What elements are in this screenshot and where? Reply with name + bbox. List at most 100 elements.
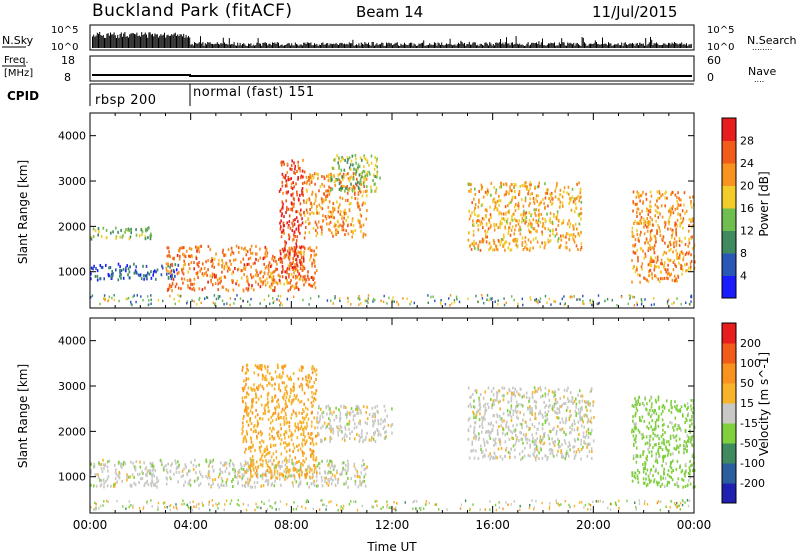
- power-echo-pixel: [103, 294, 106, 297]
- velocity-echo-pixel: [362, 459, 364, 463]
- velocity-echo-pixel: [543, 441, 546, 445]
- velocity-echo-pixel: [293, 477, 296, 481]
- nsky-bar: [465, 45, 467, 48]
- velocity-echo-pixel: [242, 440, 245, 444]
- power-echo-pixel: [499, 210, 501, 214]
- power-echo-pixel: [692, 219, 694, 223]
- velocity-echo-pixel: [343, 482, 345, 486]
- velocity-echo-pixel: [280, 416, 282, 419]
- nsky-bar: [507, 43, 509, 48]
- velocity-echo-pixel: [298, 443, 300, 447]
- velocity-echo-pixel: [107, 469, 109, 473]
- nsky-bar: [173, 33, 175, 48]
- velocity-echo-pixel: [342, 468, 344, 472]
- velocity-echo-pixel: [129, 484, 132, 488]
- power-echo-pixel: [280, 225, 282, 229]
- nsky-bar: [690, 43, 692, 48]
- power-echo-pixel: [649, 233, 652, 236]
- power-echo-pixel: [578, 199, 581, 203]
- nsky-bar: [375, 44, 377, 48]
- power-echo-pixel: [291, 229, 294, 233]
- power-colorbar-swatch: [722, 163, 736, 186]
- nsky-bar: [372, 42, 374, 48]
- velocity-echo-pixel: [475, 437, 477, 441]
- velocity-echo-pixel: [237, 470, 239, 474]
- power-echo-pixel: [260, 280, 262, 284]
- velocity-echo-pixel: [585, 405, 587, 409]
- power-echo-pixel: [351, 188, 354, 191]
- nsky-bar: [404, 42, 405, 48]
- velocity-echo-pixel: [308, 374, 311, 378]
- velocity-echo-pixel: [99, 478, 101, 482]
- power-echo-pixel: [292, 205, 295, 209]
- power-echo-pixel: [360, 229, 362, 233]
- power-echo-pixel: [339, 172, 341, 176]
- power-echo-pixel: [685, 251, 688, 255]
- power-echo-pixel: [120, 228, 122, 232]
- power-echo-pixel: [129, 276, 131, 280]
- velocity-echo-pixel: [90, 483, 92, 487]
- power-echo-pixel: [577, 213, 580, 217]
- velocity-echo-pixel: [334, 474, 336, 478]
- velocity-echo-pixel: [122, 463, 125, 467]
- power-echo-pixel: [249, 303, 251, 307]
- power-echo-pixel: [516, 219, 518, 223]
- velocity-echo-pixel: [245, 383, 247, 386]
- nsky-bar: [645, 38, 647, 48]
- velocity-echo-pixel: [329, 407, 331, 411]
- power-echo-pixel: [486, 187, 489, 191]
- velocity-echo-pixel: [507, 400, 510, 404]
- power-echo-pixel: [263, 256, 265, 260]
- power-echo-pixel: [551, 201, 554, 205]
- power-echo-pixel: [642, 190, 644, 194]
- nsky-bar: [246, 46, 248, 48]
- power-echo-pixel: [213, 294, 216, 297]
- power-echo-pixel: [345, 186, 347, 190]
- velocity-echo-pixel: [505, 420, 508, 424]
- velocity-echo-pixel: [276, 363, 279, 367]
- power-echo-pixel: [647, 247, 650, 250]
- power-echo-pixel: [188, 246, 191, 250]
- velocity-echo-pixel: [556, 429, 558, 433]
- power-echo-pixel: [535, 208, 537, 212]
- power-echo-pixel: [631, 280, 633, 284]
- nsky-bar: [280, 44, 282, 48]
- power-echo-pixel: [567, 232, 569, 236]
- power-echo-pixel: [653, 244, 656, 248]
- velocity-echo-pixel: [97, 473, 99, 477]
- velocity-echo-pixel: [567, 397, 569, 401]
- velocity-echo-pixel: [498, 389, 501, 393]
- power-echo-pixel: [684, 211, 686, 215]
- nsky-bar: [303, 42, 305, 48]
- power-echo-pixel: [217, 295, 220, 298]
- velocity-echo-pixel: [571, 397, 574, 401]
- power-echo-pixel: [684, 253, 687, 256]
- velocity-echo-pixel: [339, 419, 341, 423]
- power-echo-pixel: [647, 263, 650, 267]
- velocity-echo-pixel: [547, 409, 550, 413]
- power-echo-pixel: [468, 217, 471, 221]
- power-echo-pixel: [669, 213, 672, 217]
- nsky-bar: [524, 46, 525, 48]
- velocity-echo-pixel: [306, 407, 309, 411]
- power-echo-pixel: [503, 235, 505, 239]
- velocity-echo-pixel: [229, 459, 232, 463]
- power-echo-pixel: [311, 261, 313, 265]
- velocity-echo-pixel: [290, 461, 293, 465]
- power-echo-pixel: [182, 281, 184, 285]
- velocity-echo-pixel: [271, 475, 273, 479]
- power-echo-pixel: [364, 233, 367, 237]
- power-echo-pixel: [309, 208, 311, 211]
- velocity-echo-pixel: [303, 438, 305, 442]
- velocity-echo-pixel: [477, 457, 480, 460]
- power-echo-pixel: [337, 225, 339, 229]
- velocity-echo-pixel: [347, 465, 349, 469]
- power-echo-pixel: [654, 203, 657, 207]
- nsky-bar: [351, 43, 353, 48]
- power-echo-pixel: [483, 301, 485, 305]
- power-echo-pixel: [656, 190, 659, 194]
- power-echo-pixel: [313, 202, 316, 206]
- nsky-bar: [642, 43, 644, 48]
- power-echo-pixel: [285, 199, 287, 203]
- power-echo-pixel: [537, 194, 540, 198]
